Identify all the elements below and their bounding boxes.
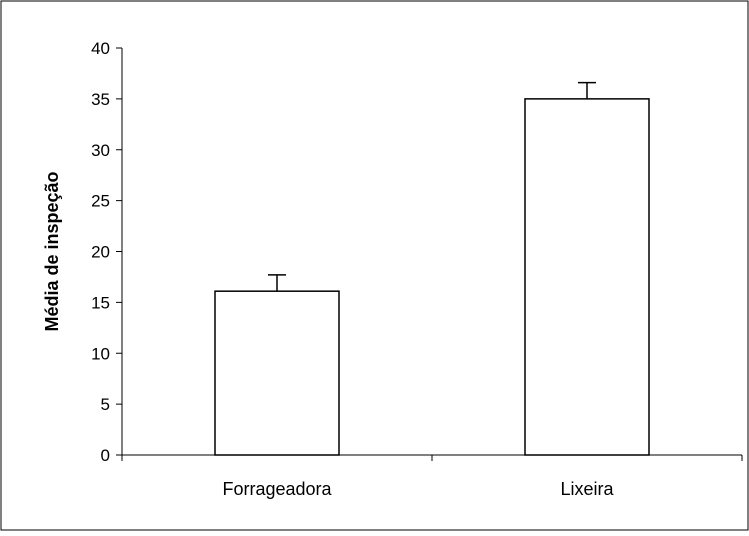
y-tick-label: 15 — [91, 293, 110, 312]
y-tick-label: 0 — [101, 446, 110, 465]
category-label: Forrageadora — [222, 479, 332, 499]
y-tick-label: 20 — [91, 243, 110, 262]
y-tick-label: 35 — [91, 90, 110, 109]
bar-forrageadora — [214, 290, 340, 456]
y-tick-label: 5 — [101, 395, 110, 414]
y-tick-label: 30 — [91, 141, 110, 160]
y-tick-label: 40 — [91, 39, 110, 58]
category-labels: Forrageadora Lixeira — [222, 479, 614, 499]
category-label: Lixeira — [560, 479, 614, 499]
y-axis-title: Média de inspeção — [42, 171, 62, 331]
y-tick-label: 25 — [91, 192, 110, 211]
error-bars — [268, 81, 596, 292]
y-tick-label: 10 — [91, 344, 110, 363]
bar-lixeira — [524, 98, 650, 456]
y-axis-ticks: 0 5 10 15 20 25 30 35 40 — [91, 39, 122, 465]
x-axis-ticks — [121, 455, 743, 461]
